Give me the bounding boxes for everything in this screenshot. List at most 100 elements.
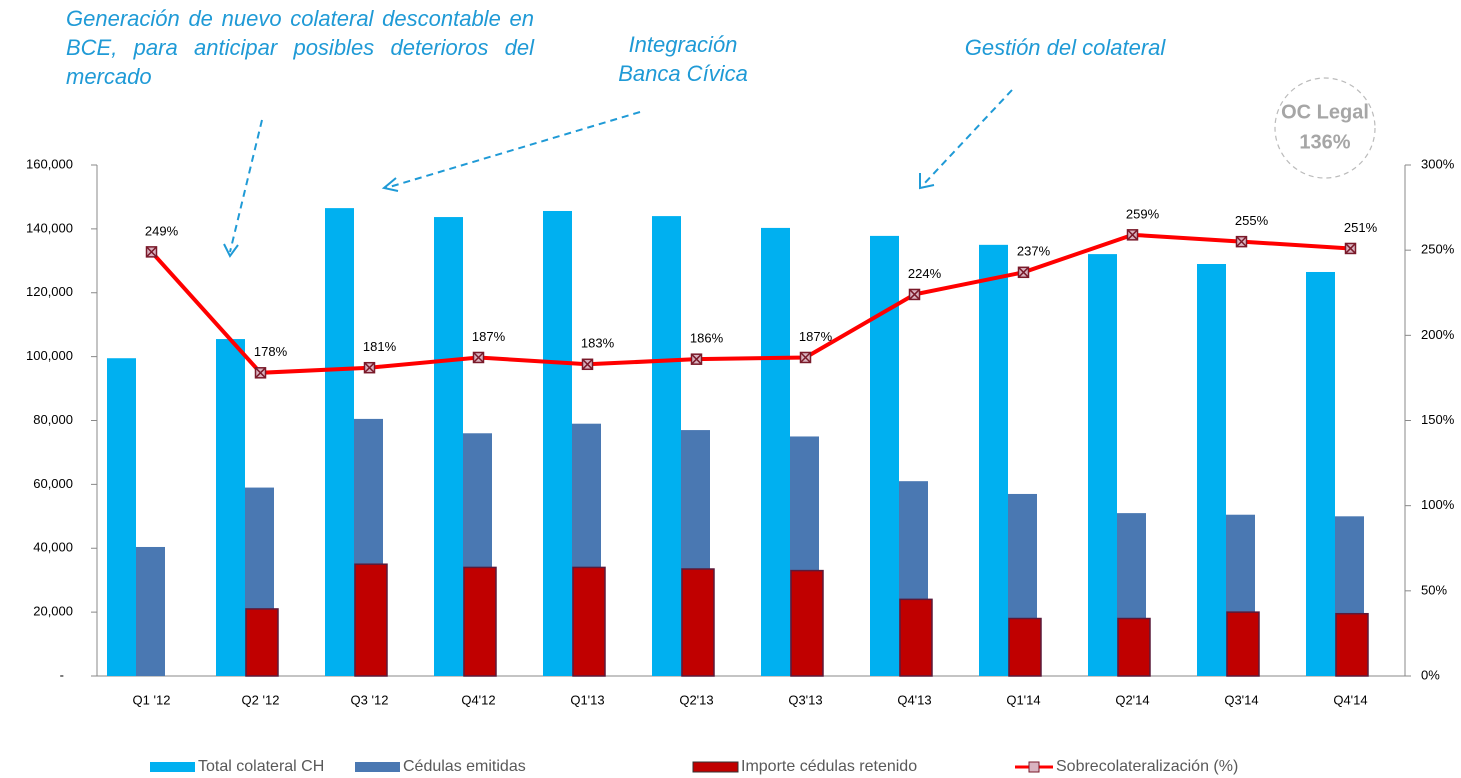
y2-tick-label: 250%: [1421, 242, 1455, 257]
bar: [652, 216, 681, 676]
y-tick-label: 140,000: [26, 220, 73, 235]
x-tick-label: Q4'14: [1333, 692, 1367, 707]
data-label: 259%: [1126, 206, 1160, 221]
y-tick-label: 40,000: [33, 540, 73, 555]
y2-tick-label: 100%: [1421, 497, 1455, 512]
data-label: 178%: [254, 344, 288, 359]
data-label: 249%: [145, 223, 179, 238]
arrow: [229, 119, 263, 253]
marker-cross: [690, 353, 703, 365]
bar: [870, 235, 899, 676]
y-tick-label: 60,000: [33, 476, 73, 491]
data-label: 255%: [1235, 213, 1269, 228]
bar: [681, 568, 715, 677]
annotation: Generación de nuevo colateral descontabl…: [66, 6, 534, 89]
x-tick-label: Q2 '12: [242, 692, 280, 707]
bar: [1306, 271, 1335, 676]
bar: [434, 217, 463, 677]
bar: [572, 566, 606, 677]
y-tick-label: 160,000: [26, 156, 73, 171]
legend-swatch: [150, 762, 195, 772]
data-label: 224%: [908, 266, 942, 281]
legend-label: Sobrecolateralización (%): [1056, 758, 1238, 775]
marker-cross: [145, 246, 158, 258]
x-tick-label: Q4'12: [461, 692, 495, 707]
bar: [761, 227, 790, 676]
marker-cross: [1344, 242, 1357, 254]
bar: [1226, 611, 1260, 677]
data-label: 237%: [1017, 244, 1051, 259]
bar: [1197, 264, 1226, 676]
bar: [463, 566, 497, 677]
marker-cross: [254, 367, 267, 379]
x-tick-label: Q4'13: [897, 692, 931, 707]
bar: [325, 208, 354, 676]
legend-swatch: [692, 761, 739, 773]
y-tick-label: 80,000: [33, 412, 73, 427]
arrow-head: [381, 177, 399, 192]
bar: [1117, 617, 1151, 677]
bar: [136, 546, 165, 676]
bar: [216, 339, 245, 676]
marker-cross: [1126, 229, 1139, 241]
bar: [245, 608, 279, 677]
arrows: [223, 89, 1013, 258]
bar: [979, 244, 1008, 676]
line: [150, 232, 1351, 375]
bar: [899, 598, 933, 677]
bar: [107, 358, 136, 676]
bar: [1335, 612, 1369, 677]
data-label: 187%: [799, 329, 833, 344]
x-tick-label: Q3'14: [1224, 692, 1258, 707]
marker-cross: [1235, 236, 1248, 248]
marker-cross: [1017, 266, 1030, 278]
annotation: Gestión del colateral: [964, 35, 1166, 60]
badge-value: 136%: [1299, 131, 1350, 153]
legend-label: Total colateral CH: [198, 758, 324, 775]
bar: [1088, 254, 1117, 676]
y-tick-label: 20,000: [33, 604, 73, 619]
bar: [1008, 617, 1042, 677]
marker-cross: [581, 358, 594, 370]
bar: [543, 210, 572, 677]
badge-circle: [1274, 77, 1376, 179]
marker-cross: [908, 288, 921, 300]
x-tick-label: Q3'13: [788, 692, 822, 707]
x-tick-label: Q3 '12: [351, 692, 389, 707]
y2-tick-label: 0%: [1421, 667, 1440, 682]
arrow-head: [919, 173, 935, 190]
marker-cross: [799, 351, 812, 364]
y-tick-label: 120,000: [26, 284, 73, 299]
legend-label: Importe cédulas retenido: [741, 758, 917, 775]
x-tick-label: Q2'13: [679, 692, 713, 707]
arrow: [385, 111, 641, 189]
bar: [790, 569, 824, 677]
legend-swatch: [355, 762, 400, 772]
data-label: 186%: [690, 331, 724, 346]
y2-tick-label: 150%: [1421, 412, 1455, 427]
data-label: 251%: [1344, 220, 1378, 235]
bar: [354, 563, 388, 677]
y2-tick-label: 300%: [1421, 156, 1455, 171]
badge-label: OC Legal: [1281, 101, 1369, 123]
arrow: [921, 89, 1013, 187]
data-label: 181%: [363, 339, 397, 354]
data-label: 183%: [581, 336, 615, 351]
annotation: Integración Banca Cívica: [618, 32, 748, 86]
marker-cross: [472, 351, 485, 364]
x-tick-label: Q1 '12: [133, 692, 171, 707]
legend-swatch-marker: [1028, 761, 1040, 773]
x-tick-label: Q1'14: [1006, 692, 1040, 707]
legend-label: Cédulas emitidas: [403, 758, 526, 775]
y2-tick-label: 50%: [1421, 582, 1447, 597]
data-label: 187%: [472, 329, 506, 344]
y-tick-label: 100,000: [26, 348, 73, 363]
x-tick-label: Q1'13: [570, 692, 604, 707]
x-tick-label: Q2'14: [1115, 692, 1149, 707]
arrow-head: [223, 243, 239, 258]
y-tick-label: -: [60, 667, 64, 682]
y2-tick-label: 200%: [1421, 327, 1455, 342]
marker-cross: [363, 362, 376, 374]
